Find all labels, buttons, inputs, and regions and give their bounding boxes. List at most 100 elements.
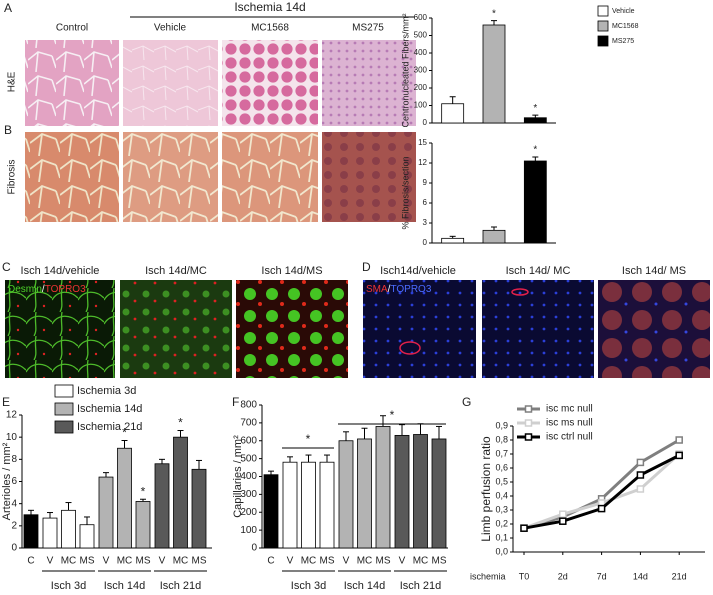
y-tick-label: 8 [11,454,17,465]
bar [301,461,316,549]
panel-label: E [2,395,10,409]
panel-label: G [462,395,471,409]
bar [282,461,298,549]
group-label: Isch 3d [51,580,86,592]
group-label: Isch 14d [104,580,146,592]
y-tick-label: 6 [11,476,17,487]
bar [394,434,410,549]
x-tick-label: 2d [558,571,568,581]
x-tick-label: MS [80,556,95,567]
y-tick-label: 0,2 [495,518,508,528]
row-label: H&E [7,71,18,92]
y-axis-label: Centronucleated Fibers/mm² [400,13,410,127]
micrograph [222,40,318,126]
series-line [523,454,680,530]
legend-marker [524,419,533,427]
y-tick-label: 15 [418,138,427,147]
column-label: MC1568 [251,23,289,34]
y-tick-label: 300 [414,66,428,75]
y-tick-label: 500 [414,31,428,40]
legend-swatch [54,420,74,434]
y-tick-label: 0,4 [495,490,508,500]
row-label: Fibrosis [7,159,18,194]
x-tick-label: V [287,556,294,567]
x-tick-label: MS [320,556,335,567]
y-tick-label: 0 [423,238,428,247]
micrograph [222,132,318,222]
significance: * [141,484,146,498]
group-label: Isch 21d [400,580,442,592]
bar [42,517,58,549]
y-tick-label: 800 [240,400,257,411]
bar [117,447,132,549]
image-title: Isch 14d/vehicle [21,265,100,277]
y-tick-label: 0,0 [495,546,508,556]
micrograph [25,40,119,126]
y-tick-label: 12 [418,158,427,167]
legend-swatch [597,5,609,17]
x-tick-label: V [399,556,406,567]
y-tick-label: 0 [11,543,17,554]
bar [413,434,428,549]
x-tick-label: 14d [633,571,648,581]
legend-swatch [54,402,74,416]
point [636,458,645,467]
significance: * [122,426,127,440]
bar [263,474,279,549]
image-title: Isch 14d/ MS [622,265,686,277]
micrograph [363,280,476,378]
x-tick-label: 7d [597,571,607,581]
y-tick-label: 400 [240,471,257,482]
bar [482,229,506,244]
panel-label: D [362,260,371,274]
panel-label: A [4,1,12,15]
column-label: MS275 [352,23,384,34]
x-tick-label: V [103,556,110,567]
micrograph [120,280,232,378]
y-tick-label: 400 [414,48,428,57]
significance: * [533,103,537,114]
micrograph [598,280,710,378]
x-tick-label: MC [173,556,189,567]
y-tick-label: 700 [240,418,257,429]
micrograph [123,40,218,126]
x-tick-label: T0 [519,571,530,581]
group-label: Isch 21d [160,580,202,592]
x-tick-label: MC [413,556,429,567]
y-axis-label: % Fibrosis/section [400,156,410,229]
image-title: Isch 14d/MC [145,265,207,277]
point [597,504,606,513]
micrograph [322,40,416,126]
legend-swatch [597,20,609,32]
point [636,471,645,479]
x-tick-label: C [267,556,274,567]
group-label: Ischemia 14d [234,0,305,14]
group-label: Isch 14d [344,580,386,592]
bar [338,440,354,549]
bar [61,509,76,549]
significance: * [533,145,537,156]
x-tick-label: MS [376,556,391,567]
x-tick-label: V [159,556,166,567]
y-tick-label: 500 [240,453,257,464]
significance: * [306,432,311,446]
y-tick-label: 0,1 [495,532,508,542]
y-tick-label: 200 [414,83,428,92]
micrograph [236,280,348,378]
bar [357,438,372,549]
x-axis-label: ischemia [470,571,506,581]
y-tick-label: 0,5 [495,476,508,486]
vessel [511,288,529,296]
x-tick-label: 21d [672,571,687,581]
y-tick-label: 600 [414,13,428,22]
micrograph [25,132,119,222]
x-tick-label: C [27,556,34,567]
legend-label: MC1568 [612,23,639,30]
panel-label: F [232,395,239,409]
y-axis-label: Arterioles / mm² [1,442,13,520]
stain-label: Desmin/TOPRO3 [8,284,86,295]
image-title: Isch 14d/MS [261,265,322,277]
micrograph [322,132,416,222]
panel-label: B [4,123,12,137]
y-tick-label: 0,3 [495,504,508,514]
